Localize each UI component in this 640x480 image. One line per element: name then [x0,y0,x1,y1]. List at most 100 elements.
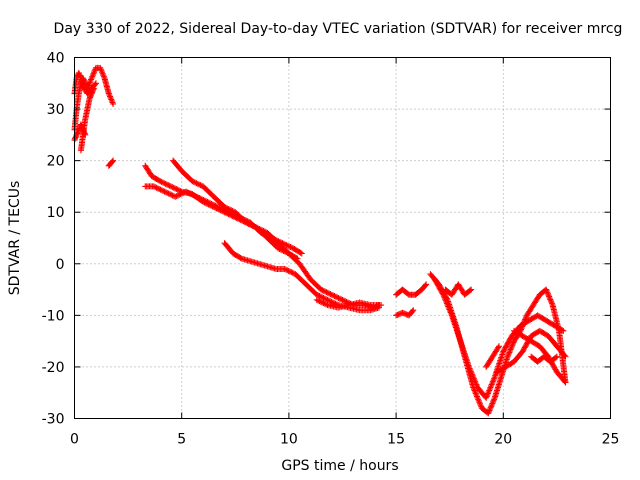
data-point [409,308,416,315]
data-point [212,202,219,209]
data-point [487,404,494,411]
data-point [187,190,194,197]
data-point [328,298,335,305]
data-point [322,288,329,295]
data-point [434,281,441,288]
data-point [226,206,233,213]
data-point [165,190,172,197]
data-point [507,346,514,353]
chart-title: Day 330 of 2022, Sidereal Day-to-day VTE… [54,21,623,37]
data-point [176,191,183,198]
data-point [289,269,296,276]
data-point [545,292,552,299]
y-tick-label: -10 [42,308,65,324]
data-point [319,287,326,294]
data-point [338,296,345,303]
data-point [244,220,251,227]
data-point [433,280,440,287]
data-point [318,286,325,293]
data-point [221,204,228,211]
data-point [203,198,210,205]
data-point [166,182,173,189]
data-point [192,179,199,186]
data-point [109,158,116,165]
data-point [547,296,554,303]
data-point [329,299,336,306]
data-point [423,281,430,288]
data-point [489,400,496,407]
data-point [165,182,172,189]
data-point [506,336,513,343]
data-point [544,290,551,297]
data-point [507,335,514,342]
data-point [561,352,568,359]
data-point [177,191,184,198]
data-point [189,191,196,198]
data-point [194,180,201,187]
data-point [520,347,527,354]
data-point [282,266,289,273]
data-point [505,350,512,357]
y-tick-label: -20 [42,360,65,376]
data-point [502,344,509,351]
data-point [548,299,555,306]
data-point [316,293,323,300]
x-axis-title: GPS time / hours [281,458,398,474]
series-arc-11 [393,281,430,298]
data-point [156,186,163,193]
data-point [547,297,554,304]
data-point [500,348,507,355]
x-tick-label: 20 [494,432,512,448]
data-point [508,343,515,350]
x-tick-label: 25 [602,432,620,448]
data-point [490,397,497,404]
data-point [196,195,203,202]
data-point [197,195,204,202]
data-point [190,178,197,185]
series-arc-8 [170,157,382,311]
data-point [546,293,553,300]
data-point [508,345,515,352]
data-point [207,200,214,207]
data-point [319,294,326,301]
data-point [546,295,553,302]
data-point [197,182,204,189]
data-point [521,344,528,351]
x-tick-label: 0 [70,432,79,448]
data-point [157,178,164,185]
data-point [284,242,291,249]
y-tick-labels: -30 -20 -10 0 10 20 30 40 [42,51,65,428]
y-tick-label: 20 [47,154,65,170]
data-point [552,366,559,373]
data-point [200,196,207,203]
data-point [157,186,164,193]
data-point [543,287,550,294]
data-point [286,243,293,250]
data-point [193,180,200,187]
data-point [328,291,335,298]
data-points [71,64,569,417]
data-point [559,327,566,334]
data-point [211,202,218,209]
data-point [378,302,385,309]
data-point [172,185,178,192]
data-point [248,222,255,229]
series-arc-4 [77,85,97,154]
data-point [174,192,181,199]
data-point [342,298,349,305]
data-point [435,282,442,289]
data-point [313,296,320,303]
data-point [521,345,528,352]
data-point [216,204,223,211]
data-point [158,187,165,194]
data-point [205,199,212,206]
data-point [509,340,516,347]
series-arc-12 [393,307,417,319]
data-point [249,222,256,229]
data-point [224,205,231,212]
x-tick-label: 15 [387,432,405,448]
data-point [255,225,262,232]
data-point [422,282,429,289]
data-point [340,297,347,304]
